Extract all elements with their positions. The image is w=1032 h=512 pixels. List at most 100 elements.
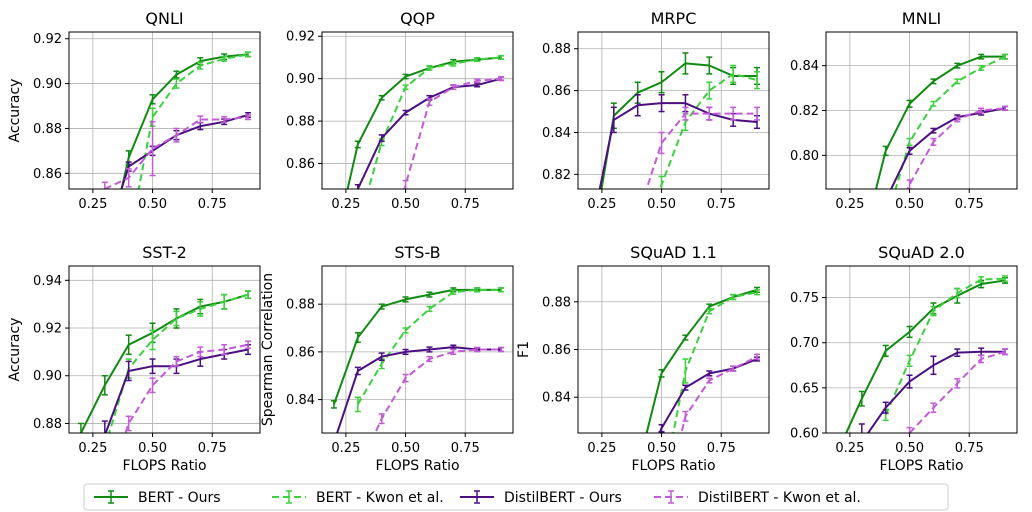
series-line: [336, 346, 502, 433]
axes-frame: [321, 31, 514, 190]
y-tick-label: 0.86: [286, 157, 315, 172]
error-bar: [125, 415, 132, 432]
chart-title: SQuAD 2.0: [878, 243, 965, 262]
error-bar: [930, 305, 937, 317]
error-bar: [682, 334, 689, 341]
error-bar: [906, 137, 913, 147]
error-bar: [682, 52, 689, 75]
y-tick-label: 0.94: [33, 274, 62, 289]
error-bar: [354, 140, 361, 149]
error-bar: [450, 84, 457, 91]
error-bar: [587, 227, 593, 248]
error-bar: [730, 64, 737, 83]
error-bar: [706, 370, 713, 377]
error-bar: [102, 254, 108, 272]
y-tick-label: 0.70: [790, 336, 819, 351]
legend-label: DistilBERT - Kwon et al.: [698, 490, 861, 506]
series-4: [101, 114, 252, 189]
error-bar: [378, 134, 385, 143]
y-tick-label: 0.86: [286, 345, 315, 360]
series-line: [80, 293, 249, 433]
series-line: [908, 350, 1006, 433]
chart-title: MRPC: [651, 9, 697, 28]
error-bar: [978, 64, 985, 71]
error-bar: [498, 55, 505, 60]
chart-title: MNLI: [902, 9, 941, 28]
x-tick-label: 0.50: [391, 441, 420, 456]
y-tick-label: 0.86: [33, 167, 62, 182]
x-tick-label: 0.50: [895, 197, 924, 212]
error-bar: [197, 346, 204, 358]
error-bar: [77, 422, 84, 433]
error-bar: [634, 94, 641, 117]
error-bar: [125, 168, 132, 188]
y-axis-label: Spearman Correlation: [260, 273, 276, 426]
error-bar: [402, 109, 409, 116]
error-bar: [221, 293, 228, 310]
error-bar: [474, 346, 481, 353]
series-line: [894, 55, 1006, 189]
series-4: [124, 340, 252, 433]
x-tick-label: 0.50: [647, 197, 676, 212]
error-bar: [754, 289, 761, 296]
chart-title: SQuAD 1.1: [630, 243, 717, 262]
series-2: [367, 55, 505, 189]
plot-area: [330, 287, 505, 433]
error-bar: [402, 84, 409, 91]
y-tick-label: 0.86: [542, 343, 571, 358]
error-bar: [450, 348, 457, 356]
error-bar: [245, 340, 252, 350]
x-tick-label: 0.25: [331, 441, 360, 456]
y-tick-label: 0.82: [542, 168, 571, 183]
error-bar: [682, 410, 689, 422]
error-bar: [754, 71, 761, 90]
y-tick-label: 0.88: [286, 115, 315, 130]
x-tick-label: 0.25: [587, 197, 616, 212]
error-bar: [402, 296, 409, 303]
plot-area: [77, 290, 252, 433]
error-bar: [658, 71, 665, 94]
error-bar: [587, 248, 593, 269]
error-bar: [954, 378, 961, 389]
plot-area: [645, 286, 761, 433]
error-bar: [126, 234, 132, 247]
error-bar: [450, 60, 457, 67]
error-bar: [354, 332, 361, 344]
error-bar: [197, 115, 204, 124]
error-bar: [930, 355, 937, 376]
error-bar: [906, 325, 913, 339]
error-bar: [498, 346, 505, 353]
error-bar: [378, 303, 385, 310]
series-2: [894, 53, 1009, 189]
error-bar: [245, 51, 252, 58]
series-line: [884, 277, 1006, 416]
legend-label: BERT - Kwon et al.: [316, 490, 444, 506]
error-bar: [149, 329, 156, 351]
grid: [322, 32, 513, 189]
error-bar: [978, 276, 985, 283]
error-bar: [125, 360, 132, 382]
error-bar: [706, 56, 713, 75]
error-bar: [173, 127, 180, 143]
error-bar: [197, 61, 204, 70]
error-bar: [858, 423, 865, 433]
y-tick-label: 0.86: [542, 84, 571, 99]
x-tick-label: 0.75: [707, 197, 736, 212]
error-bar: [378, 413, 385, 425]
error-bar: [658, 94, 665, 113]
error-bar: [658, 131, 665, 155]
error-bar: [498, 76, 505, 82]
error-bar: [1002, 348, 1009, 356]
chart-title: STS-B: [394, 243, 440, 262]
error-bar: [978, 107, 985, 114]
series-2: [126, 51, 252, 247]
error-bar: [906, 146, 913, 155]
error-bar: [402, 348, 409, 356]
x-tick-label: 0.50: [138, 441, 167, 456]
x-tick-label: 0.25: [78, 441, 107, 456]
y-tick-label: 0.82: [790, 104, 819, 119]
error-bar: [354, 184, 361, 189]
y-tick-label: 0.88: [542, 295, 571, 310]
error-bar: [173, 310, 180, 327]
